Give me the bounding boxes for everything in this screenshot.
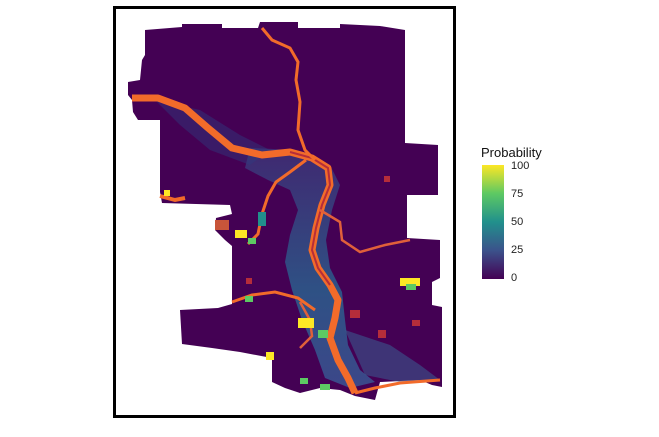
legend-title: Probability (481, 145, 542, 160)
tick-mark (504, 278, 508, 279)
tick-mark (504, 194, 508, 195)
east-tributary (319, 208, 411, 254)
main-river-core (289, 151, 332, 286)
tick-label-50: 50 (511, 216, 524, 228)
north-tributary (260, 27, 317, 162)
study-area (128, 22, 442, 400)
high-probability-patches (164, 176, 420, 390)
tick-label-0: 0 (511, 272, 518, 284)
floodplain (245, 148, 375, 388)
tick-label-100: 100 (511, 160, 530, 172)
tick-mark (504, 222, 508, 223)
south-east-channel (354, 378, 441, 395)
tick-label-25: 25 (511, 244, 524, 256)
west-spur (159, 194, 186, 203)
tick-mark (504, 166, 508, 167)
west-tributary (246, 158, 307, 246)
tick-mark (504, 250, 508, 251)
tick-label-75: 75 (511, 188, 524, 200)
color-scale-icon (482, 165, 504, 279)
legend: Probability 100 75 50 25 0 (480, 145, 600, 295)
floodplain-south (345, 330, 440, 382)
